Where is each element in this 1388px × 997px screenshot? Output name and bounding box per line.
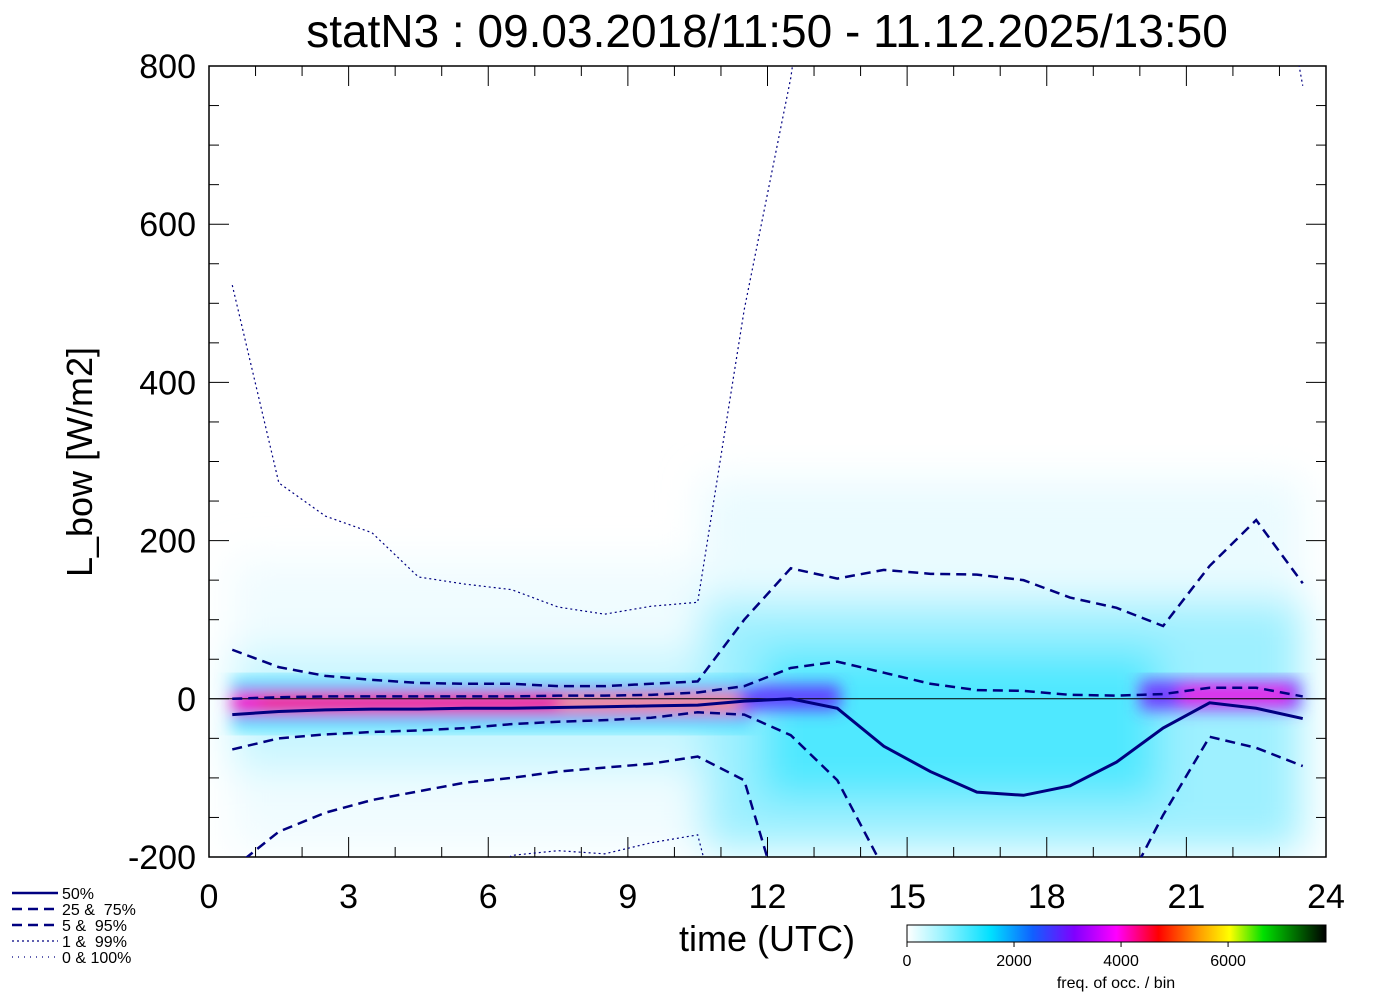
legend-label: 5 & 95%	[62, 918, 127, 935]
percentile-line	[232, 697, 1304, 797]
legend-label: 0 & 100%	[62, 950, 131, 967]
colorbar	[906, 924, 1327, 943]
colorbar-tick-label: 6000	[1210, 953, 1246, 970]
percentile-line	[509, 834, 705, 857]
x-tick-label: 24	[1307, 878, 1345, 916]
chart-title: statN3 : 09.03.2018/11:50 - 11.12.2025/1…	[306, 5, 1228, 57]
x-tick-label: 21	[1167, 878, 1205, 916]
percentile-line	[1139, 735, 1304, 857]
legend-label: 1 & 99%	[62, 934, 127, 951]
colorbar-tick-label: 0	[903, 953, 912, 970]
x-tick-label: 18	[1028, 878, 1066, 916]
colorbar-label: freq. of occ. / bin	[1057, 975, 1175, 992]
percentile-line	[231, 710, 880, 857]
percentile-lines	[231, 66, 1304, 857]
x-tick-label: 6	[479, 878, 498, 916]
legend-label: 50%	[62, 886, 94, 903]
legend: 50%25 & 75%5 & 95%1 & 99%0 & 100%	[12, 886, 136, 967]
density-background	[232, 480, 1302, 850]
colorbar-tick-label: 4000	[1103, 953, 1139, 970]
x-axis-label: time (UTC)	[679, 918, 855, 959]
legend-label: 25 & 75%	[62, 902, 136, 919]
y-axis-label: L_bow [W/m2]	[59, 347, 100, 577]
percentile-line	[232, 660, 1303, 701]
x-tick-label: 15	[888, 878, 926, 916]
y-tick-label: 0	[177, 681, 196, 719]
x-tick-label: 9	[618, 878, 637, 916]
percentile-line	[231, 66, 794, 615]
y-tick-label: 600	[139, 206, 196, 244]
y-tick-label: 200	[139, 523, 196, 561]
x-tick-label: 3	[339, 878, 358, 916]
y-tick-label: -200	[128, 839, 196, 877]
percentile-line	[245, 755, 769, 857]
x-tick-label: 12	[749, 878, 787, 916]
percentile-line	[231, 518, 1304, 688]
colorbar-tick-label: 2000	[996, 953, 1032, 970]
x-tick-label: 0	[200, 878, 219, 916]
y-tick-label: 800	[139, 48, 196, 86]
y-tick-label: 400	[139, 364, 196, 402]
